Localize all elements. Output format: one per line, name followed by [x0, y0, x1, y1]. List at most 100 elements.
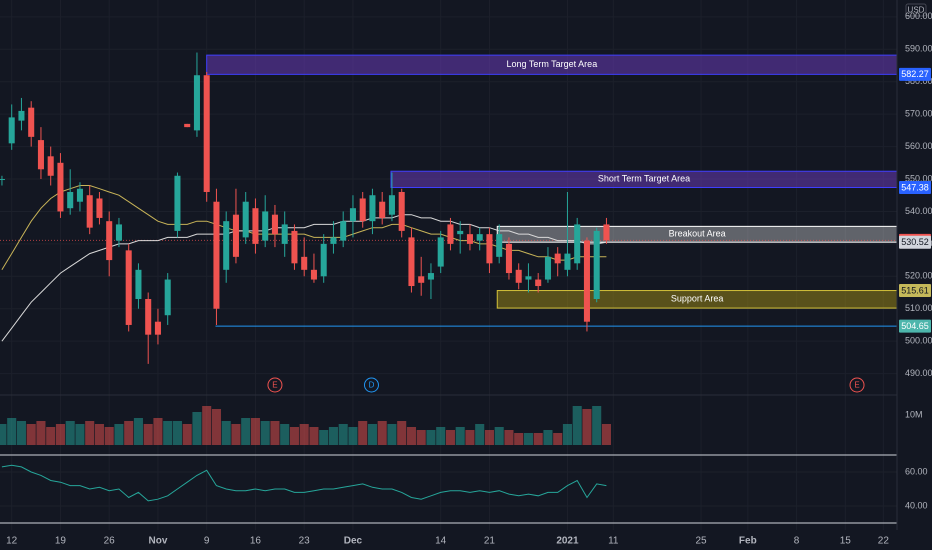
zone-label: Breakout Area	[669, 229, 726, 239]
candle-body	[96, 198, 103, 218]
volume-bar	[328, 427, 338, 445]
volume-bar	[406, 427, 416, 445]
x-tick-label: 23	[299, 536, 311, 547]
candle-body	[330, 237, 337, 244]
zone-label: Support Area	[671, 294, 724, 304]
volume-bar	[143, 424, 153, 445]
volume-bar	[26, 424, 36, 445]
volume-bar	[543, 430, 553, 445]
candle-body	[193, 75, 200, 131]
volume-bar	[455, 427, 465, 445]
volume-bar	[582, 409, 592, 445]
price-label: 504.65	[901, 321, 929, 331]
x-tick-label: 16	[250, 536, 262, 547]
candle-body	[242, 201, 249, 238]
x-tick-label: 2021	[556, 536, 579, 547]
volume-bar	[16, 421, 26, 445]
candle-body	[340, 221, 347, 241]
volume-bar	[192, 412, 202, 445]
candle-body	[418, 276, 425, 283]
volume-bar	[85, 421, 95, 445]
price-label-bg	[899, 181, 931, 195]
candle-body	[252, 208, 259, 244]
x-tick-label: 15	[840, 536, 852, 547]
y-tick-label: 570.00	[905, 109, 932, 119]
candle-body	[76, 188, 83, 202]
price-label: 547.38	[901, 182, 929, 192]
volume-bar	[523, 433, 533, 445]
price-label-bg	[899, 284, 931, 298]
zone-label: Long Term Target Area	[506, 59, 597, 69]
event-marker	[849, 377, 865, 393]
candle-body	[135, 269, 142, 300]
candle-body	[37, 140, 44, 170]
volume-bar	[387, 424, 397, 445]
volume-bar	[592, 406, 602, 445]
candle-body	[8, 117, 15, 144]
event-marker	[363, 377, 379, 393]
candle-body	[203, 75, 210, 192]
y-tick-label: 590.00	[905, 44, 932, 54]
candle-body	[106, 221, 113, 261]
candle-body	[544, 256, 551, 280]
x-tick-label: Nov	[148, 536, 167, 547]
volume-bar	[36, 421, 46, 445]
candle-body	[476, 234, 483, 241]
event-label: D	[369, 381, 375, 390]
volume-bar	[348, 427, 358, 445]
y-tick-label: 490.00	[905, 368, 932, 378]
volume-bar	[114, 424, 124, 445]
volume-bar	[7, 418, 17, 445]
y-tick-label: 560.00	[905, 141, 932, 151]
moving-average	[1, 214, 607, 342]
candle-body	[505, 243, 512, 274]
volume-bar	[572, 406, 582, 445]
candle-body	[164, 279, 171, 316]
candle-body	[291, 230, 298, 264]
candle-body	[525, 276, 532, 280]
volume-bar	[553, 433, 563, 445]
candle-body	[447, 224, 454, 244]
volume-bar	[445, 430, 455, 445]
candle-body	[496, 234, 503, 257]
candle-body	[466, 234, 473, 244]
candle-body	[349, 208, 356, 222]
volume-bar	[367, 424, 377, 445]
x-tick-label: 21	[484, 536, 496, 547]
volume-bar	[397, 421, 407, 445]
candle-body	[408, 237, 415, 287]
candle-body	[145, 299, 152, 335]
volume-bar	[562, 424, 572, 445]
x-tick-label: Feb	[739, 536, 757, 547]
candle-body	[47, 156, 54, 176]
candle-body	[603, 224, 610, 241]
volume-bar	[241, 418, 251, 445]
price-label-bg	[899, 319, 931, 333]
candle-body	[310, 269, 317, 280]
candle-body	[379, 201, 386, 218]
candle-body	[486, 234, 493, 264]
y-tick-label: 580.00	[905, 76, 932, 86]
volume-bar	[75, 424, 85, 445]
volume-bar	[289, 427, 299, 445]
candle-body	[369, 195, 376, 222]
candle-body	[0, 179, 5, 181]
volume-bar	[0, 424, 7, 445]
volume-bar	[211, 409, 221, 445]
volume-bar	[65, 421, 75, 445]
candle-body	[320, 243, 327, 277]
volume-bar	[416, 430, 426, 445]
candle-body	[115, 224, 122, 241]
volume-bar	[533, 433, 543, 445]
price-label-bg	[899, 235, 931, 249]
candle-body	[67, 191, 74, 209]
candle-body	[564, 253, 571, 270]
currency: USD	[908, 6, 925, 15]
volume-bar	[46, 427, 56, 445]
candle-body	[515, 269, 522, 283]
volume-bar	[280, 424, 290, 445]
x-tick-label: 19	[55, 536, 67, 547]
candle-body	[86, 195, 93, 228]
